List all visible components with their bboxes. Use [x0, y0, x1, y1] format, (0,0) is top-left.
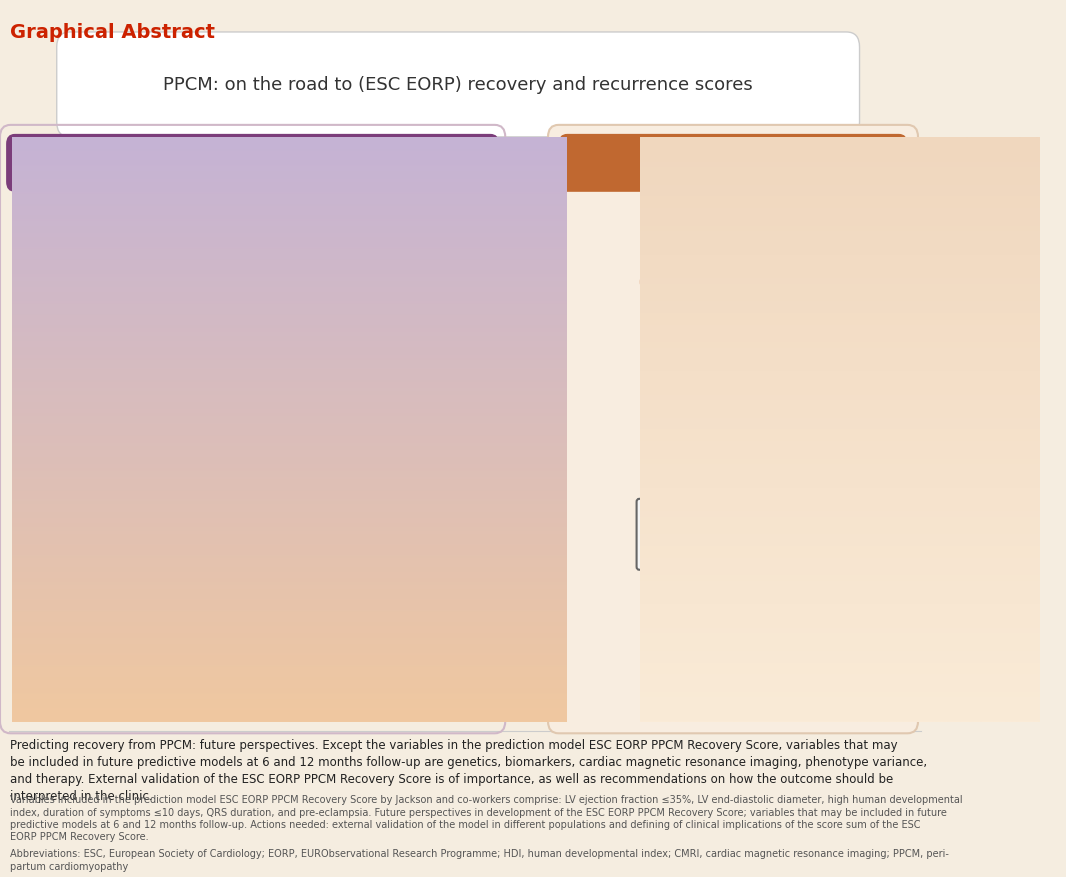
Circle shape [370, 478, 381, 489]
Polygon shape [306, 434, 408, 569]
Circle shape [138, 351, 159, 374]
Text: Echocardiography: Echocardiography [310, 410, 405, 419]
Text: Patient
characteristics: Patient characteristics [107, 410, 189, 431]
Polygon shape [96, 434, 199, 569]
Polygon shape [641, 303, 687, 374]
Text: Development of a recurrence
prediction model for
subsequent pregnancies: Development of a recurrence prediction m… [692, 328, 875, 371]
FancyBboxPatch shape [636, 499, 690, 570]
Polygon shape [201, 241, 304, 376]
Text: Future ESC EORP PPCM recovery score elements: Future ESC EORP PPCM recovery score elem… [101, 678, 404, 691]
Text: Phenotype
variance: Phenotype variance [114, 432, 181, 454]
FancyBboxPatch shape [692, 300, 879, 404]
Ellipse shape [254, 567, 270, 584]
Circle shape [663, 310, 698, 349]
FancyBboxPatch shape [548, 125, 918, 733]
Circle shape [335, 478, 345, 489]
Bar [820, 517, 830, 567]
Ellipse shape [236, 550, 256, 571]
Text: Score: Score [644, 582, 682, 596]
Text: Other imaging
parameters: Other imaging parameters [312, 427, 402, 449]
FancyBboxPatch shape [6, 135, 499, 193]
Polygon shape [511, 392, 550, 462]
Text: Genetics: Genetics [119, 538, 177, 552]
Text: Current ESC EORP PPCM recovery score elements: Current ESC EORP PPCM recovery score ele… [97, 217, 408, 231]
Text: Outcome: Outcome [778, 587, 841, 601]
Bar [792, 546, 803, 567]
Circle shape [352, 490, 362, 503]
Polygon shape [306, 310, 408, 446]
FancyBboxPatch shape [56, 33, 859, 138]
FancyBboxPatch shape [38, 196, 458, 251]
Text: Graphical Abstract: Graphical Abstract [11, 23, 215, 42]
Text: Abbreviations: ESC, European Society of Cardiology; EORP, EURObservational Resea: Abbreviations: ESC, European Society of … [11, 848, 950, 871]
FancyBboxPatch shape [30, 658, 467, 711]
Ellipse shape [136, 375, 159, 400]
Circle shape [356, 516, 367, 527]
Text: HDI-index: HDI-index [224, 344, 281, 357]
Circle shape [333, 505, 343, 517]
Text: Variables included in the prediction model ESC EORP PPCM Recovery Score by Jacks: Variables included in the prediction mod… [11, 795, 963, 841]
Text: Current frontier: Current frontier [189, 154, 317, 173]
Text: Biomarkers: Biomarkers [320, 539, 395, 553]
Bar [806, 531, 817, 567]
Text: Validation
and clinical
implications: Validation and clinical implications [211, 411, 294, 458]
Text: PPCM: on the road to (ESC EORP) recovery and recurrence scores: PPCM: on the road to (ESC EORP) recovery… [163, 76, 753, 95]
Polygon shape [201, 503, 304, 638]
Polygon shape [207, 379, 298, 501]
Text: Next frontier: Next frontier [680, 154, 786, 173]
FancyBboxPatch shape [559, 135, 907, 193]
Circle shape [676, 317, 689, 332]
Circle shape [641, 265, 672, 301]
FancyBboxPatch shape [651, 490, 676, 506]
Text: Predicting recovery from PPCM: future perspectives. Except the variables in the : Predicting recovery from PPCM: future pe… [11, 738, 927, 802]
Polygon shape [96, 310, 199, 446]
Text: Therapy: Therapy [225, 605, 279, 618]
